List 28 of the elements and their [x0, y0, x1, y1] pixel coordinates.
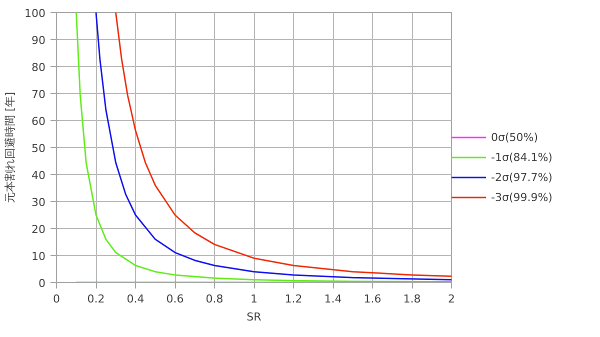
- y-axis-title: 元本割れ回避時間 [年]: [4, 92, 17, 204]
- legend-label: -1σ(84.1%): [491, 150, 552, 164]
- y-tick-label: 20: [32, 223, 46, 236]
- y-tick-label: 10: [32, 250, 46, 263]
- x-tick-label: 0.4: [126, 292, 144, 306]
- x-tick-label: 2: [448, 292, 455, 306]
- legend-label: 0σ(50%): [491, 130, 538, 144]
- legend-label: -2σ(97.7%): [491, 170, 552, 184]
- x-tick-label: 0.6: [166, 292, 184, 306]
- x-tick-label: 1.6: [364, 292, 382, 306]
- y-tick-label: 40: [32, 169, 46, 182]
- y-tick-label: 100: [24, 7, 46, 20]
- y-tick-label: 70: [32, 88, 46, 101]
- x-tick-label: 1.8: [403, 292, 421, 306]
- y-tick-label: 80: [32, 61, 46, 74]
- y-tick-label: 60: [32, 115, 46, 128]
- x-tick-label: 0: [53, 292, 60, 306]
- y-tick-label: 30: [32, 196, 46, 209]
- y-tick-label: 0: [38, 277, 46, 290]
- x-tick-label: 1.4: [324, 292, 342, 306]
- x-tick-label: 1: [250, 292, 258, 306]
- legend-label: -3σ(99.9%): [491, 190, 552, 204]
- x-tick-label: 0.8: [206, 292, 224, 306]
- y-tick-label: 50: [32, 142, 46, 155]
- x-tick-label: 1.2: [284, 292, 302, 306]
- y-tick-label: 90: [32, 34, 46, 47]
- x-tick-label: 0.2: [87, 292, 105, 306]
- x-axis-title: SR: [246, 310, 262, 324]
